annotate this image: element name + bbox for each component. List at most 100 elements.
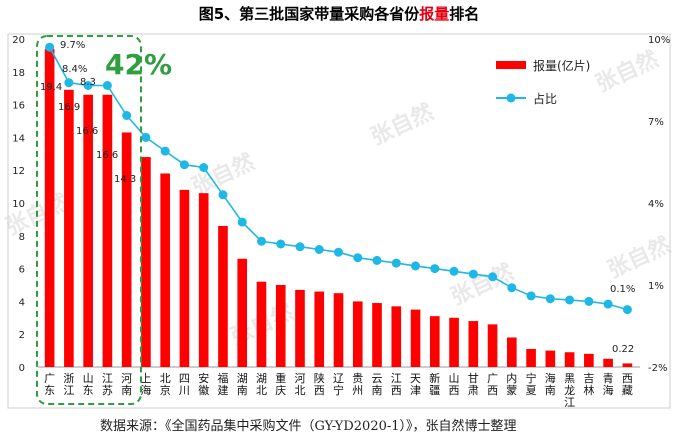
share-point [526,291,536,301]
share-point [430,264,440,274]
share-point [565,295,575,305]
bar [564,352,575,367]
share-point [314,245,324,254]
annotation-value-5: 14.3 [114,174,136,185]
share-point [64,78,74,88]
annotation-value-3: 16.6 [76,126,98,137]
legend-line-label: 占比 [533,91,557,106]
category-label: 云南 [372,372,383,397]
bar [121,132,132,367]
category-label: 新疆 [429,371,440,397]
bar [83,94,93,367]
annotation-top-share: 9.7% [60,40,85,51]
watermark: 张自然 [592,46,663,97]
bar [603,358,613,367]
chart-title: 图5、第三批国家带量采购各省份报量排名 [199,5,479,23]
left-tick-label: 8 [19,232,25,243]
share-point [391,258,401,268]
watermark: 张自然 [604,232,675,283]
category-label: 广西 [487,372,498,397]
share-point [45,42,55,52]
category-label: 陕西 [314,371,325,397]
bar [507,337,517,367]
share-point [257,236,266,246]
top5-callout-box [36,35,142,405]
bar [584,353,594,367]
left-tick-label: 12 [12,166,25,177]
category-label: 浙江 [63,372,74,397]
legend-bar-label: 报量(亿片) [533,58,590,73]
bar [391,306,402,367]
watermark: 张自然 [367,99,438,150]
annotation-share-2: 8.4% [62,64,87,75]
category-label: 甘肃 [468,372,479,397]
bar [198,193,209,367]
category-label: 重庆 [275,371,286,397]
bar [372,303,382,367]
bar [449,317,459,367]
right-tick-label: -2% [648,363,667,374]
category-label: 北京 [160,372,171,397]
share-point [468,269,478,279]
share-point [276,239,286,249]
category-label: 江西 [391,372,402,397]
share-point [218,190,228,200]
category-label: 四川 [179,372,190,397]
category-label: 宁夏 [526,371,537,397]
plot-frame [7,33,671,409]
category-label: 山东 [83,372,94,397]
left-tick-label: 20 [12,35,25,46]
bar [160,173,170,367]
legend-bar-swatch [496,61,526,69]
left-tick-label: 10 [12,199,25,210]
bar [468,321,479,367]
category-label: 吉林 [583,372,594,397]
share-point [179,160,189,170]
bar [295,289,305,367]
bar [410,309,421,367]
bar [179,189,190,367]
legend-line-marker [506,93,516,103]
bar [275,285,286,367]
category-label: 青海 [603,372,614,397]
annotation-last-value: 0.22 [612,344,634,355]
bar [429,316,440,367]
share-point [488,272,498,282]
bar [44,48,55,368]
share-line [48,46,628,311]
left-tick-label: 2 [19,330,25,341]
bar [545,350,556,367]
x-axis-categories: 广东浙江山东江苏河南上海北京四川安徽福建湖南湖北重庆河北陕西辽宁贵州云南江西天津… [44,371,633,409]
bar [622,363,633,367]
right-tick-label: 4% [648,199,664,210]
bar [352,301,363,367]
category-label: 辽宁 [333,372,344,397]
left-y-axis: 0 2 4 6 8 10 12 14 16 18 20 [12,35,25,374]
bar [256,281,267,367]
left-tick-label: 14 [12,133,25,144]
category-label: 湖南 [237,372,248,397]
share-point [334,247,343,257]
bar [64,89,74,367]
category-label: 黑龙江 [564,372,575,409]
category-label: 广东 [44,372,55,397]
share-point [295,242,305,252]
share-point [449,266,459,276]
share-point [83,81,93,90]
left-tick-label: 0 [19,363,25,374]
category-label: 天津 [410,372,421,397]
share-point [122,111,132,120]
left-tick-label: 16 [12,101,25,112]
legend: 报量(亿片) 占比 [496,58,590,106]
share-point [411,261,420,271]
share-point [237,217,247,227]
category-label: 河南 [121,372,132,397]
annotation-value-1: 19.4 [40,82,62,93]
callout-42-label: 42% [105,48,172,81]
left-tick-label: 4 [19,297,25,308]
category-label: 上海 [140,372,151,397]
right-tick-label: 1% [648,281,664,292]
bar [237,258,248,367]
